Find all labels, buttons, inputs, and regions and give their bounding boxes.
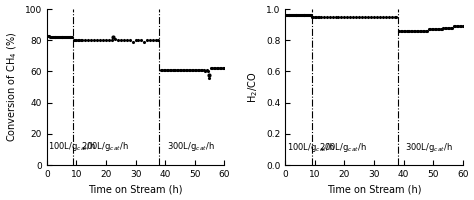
X-axis label: Time on Stream (h): Time on Stream (h) — [327, 184, 421, 194]
Text: 300L/g$_{cat}$/h: 300L/g$_{cat}$/h — [166, 140, 214, 153]
Y-axis label: H$_2$/CO: H$_2$/CO — [246, 71, 261, 103]
Text: 200L/g$_{cat}$/h: 200L/g$_{cat}$/h — [81, 140, 128, 153]
Y-axis label: Conversion of CH$_4$ (%): Conversion of CH$_4$ (%) — [6, 32, 19, 142]
Text: 100L/g$_{cat}$/h: 100L/g$_{cat}$/h — [287, 141, 335, 154]
X-axis label: Time on Stream (h): Time on Stream (h) — [88, 184, 183, 194]
Text: 200L/g$_{cat}$/h: 200L/g$_{cat}$/h — [319, 141, 367, 154]
Text: 100L/g$_{cat}$/h: 100L/g$_{cat}$/h — [48, 140, 96, 153]
Text: 300L/g$_{cat}$/h: 300L/g$_{cat}$/h — [405, 141, 453, 154]
